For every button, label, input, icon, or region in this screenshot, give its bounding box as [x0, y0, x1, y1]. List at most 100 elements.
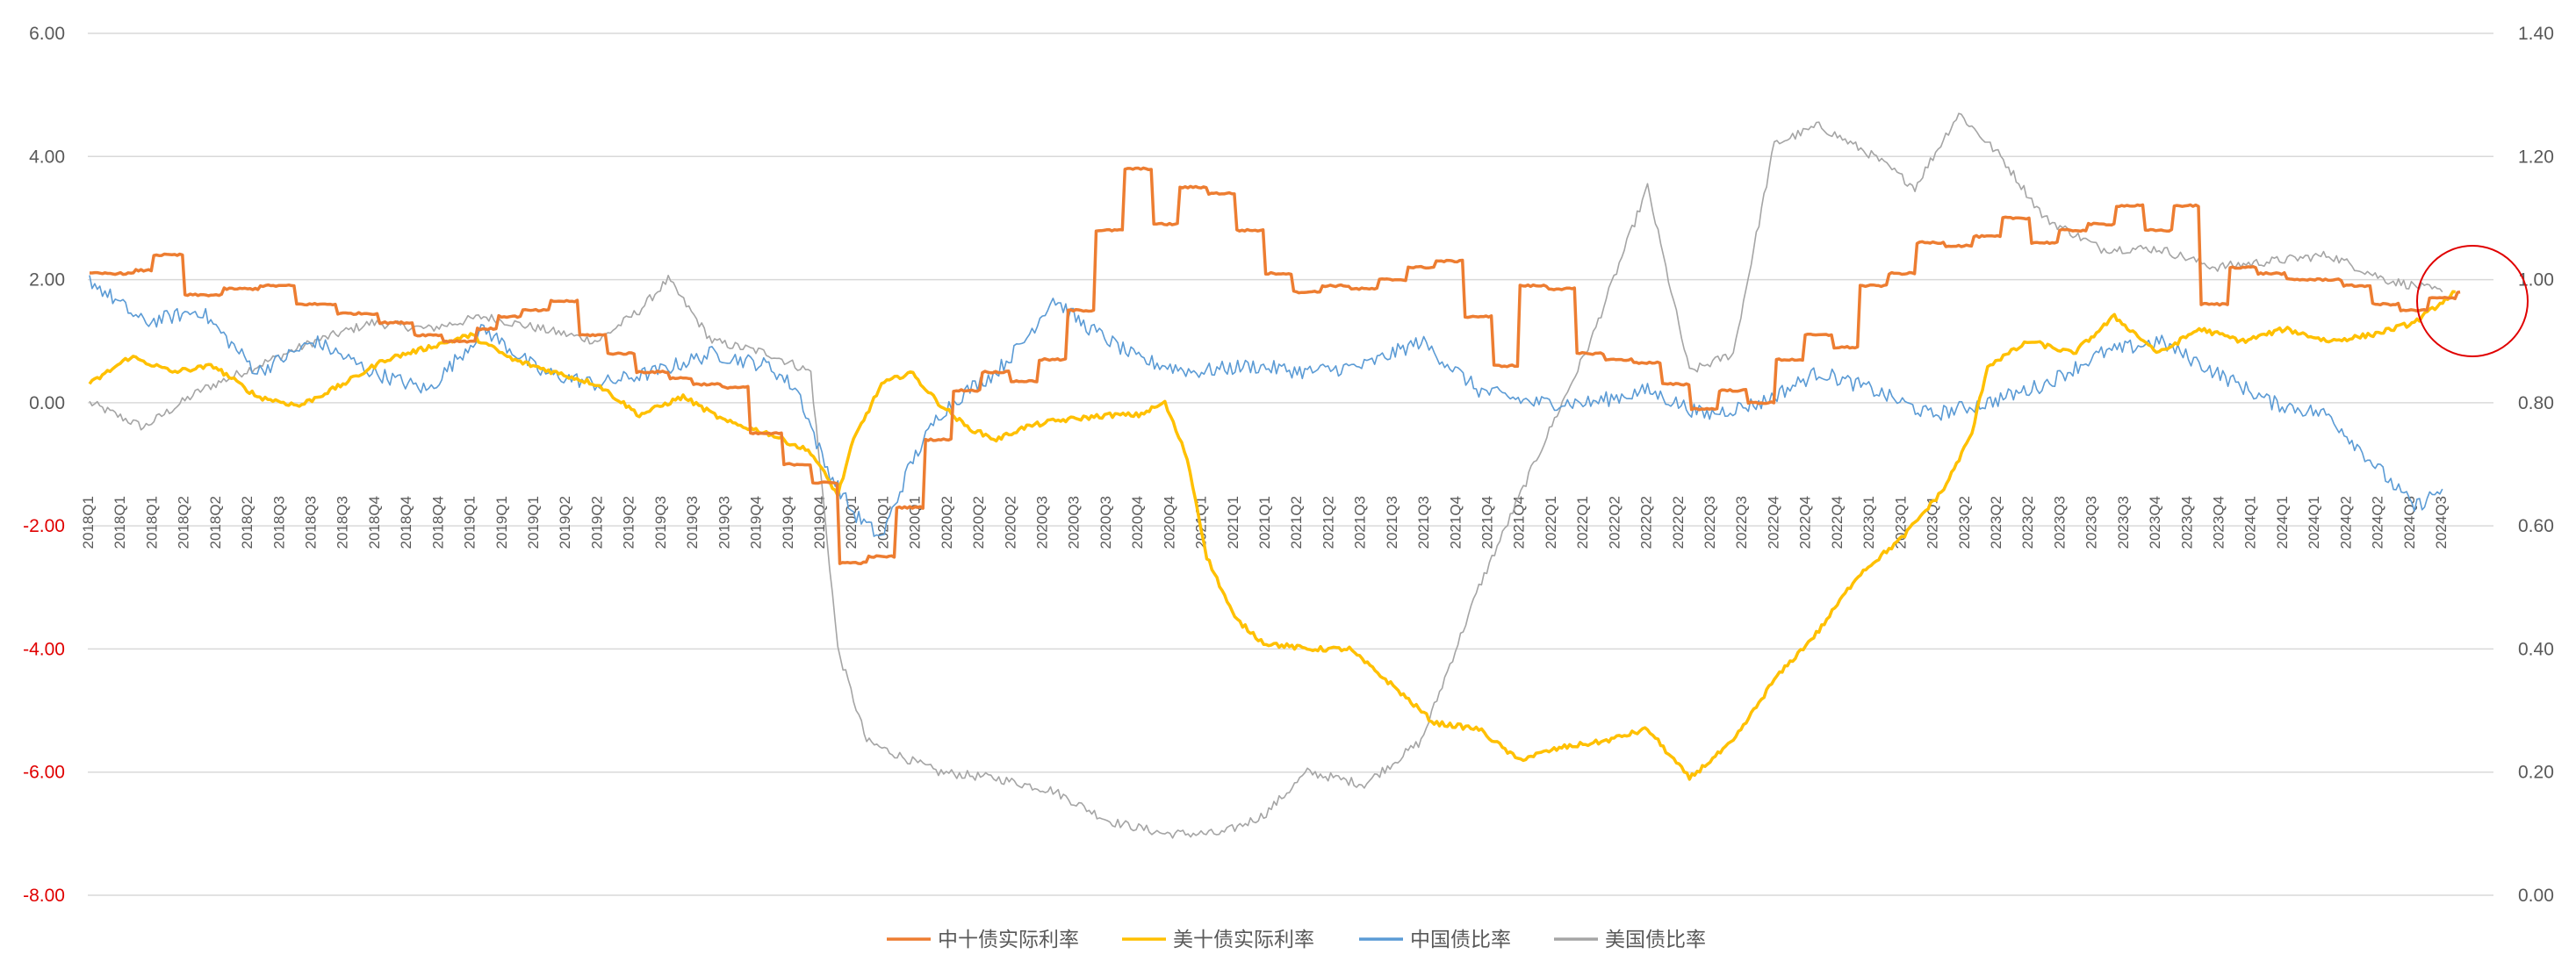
legend: 中十债实际利率 美十债实际利率 中国债比率 美国债比率	[887, 929, 1706, 951]
x-tick-label: 2018Q4	[398, 496, 414, 549]
x-tick-label: 2018Q2	[176, 496, 192, 549]
series-line-2	[89, 275, 2443, 537]
x-tick-label: 2022Q4	[1829, 496, 1846, 549]
x-tick-label: 2021Q4	[1479, 496, 1496, 549]
x-tick-label: 2022Q4	[1797, 496, 1814, 549]
x-tick-label: 2018Q2	[207, 496, 224, 549]
x-tick-label: 2020Q1	[843, 496, 860, 549]
x-tick-label: 2021Q1	[1225, 496, 1241, 549]
x-tick-label: 2024Q2	[2370, 496, 2386, 549]
x-tick-label: 2019Q2	[621, 496, 637, 549]
x-tick-label: 2019Q3	[652, 496, 669, 549]
x-tick-label: 2021Q2	[1288, 496, 1305, 549]
x-tick-label: 2023Q3	[2083, 496, 2100, 549]
y-left-tick-label: -4.00	[23, 639, 65, 659]
y-right-tick-label: 1.20	[2518, 147, 2554, 167]
x-tick-label: 2024Q3	[2401, 496, 2418, 549]
x-tick-label: 2024Q2	[2337, 496, 2354, 549]
x-tick-label: 2019Q1	[525, 496, 542, 549]
x-tick-label: 2023Q2	[1988, 496, 2004, 549]
x-tick-label: 2023Q1	[1925, 496, 1941, 549]
x-tick-label: 2023Q1	[1860, 496, 1877, 549]
gridlines	[88, 32, 2493, 896]
y-right-tick-label: 0.00	[2518, 886, 2554, 906]
x-tick-label: 2021Q4	[1511, 496, 1528, 549]
y-axis-right: 1.40 1.20 1.00 0.80 0.60 0.40 0.20 0.00	[2518, 24, 2554, 906]
x-tick-label: 2018Q3	[335, 496, 351, 549]
x-tick-label: 2020Q2	[970, 496, 987, 549]
y-right-tick-label: 0.80	[2518, 393, 2554, 413]
x-tick-label: 2022Q3	[1702, 496, 1718, 549]
x-tick-label: 2019Q3	[684, 496, 701, 549]
x-tick-label: 2023Q2	[1956, 496, 1973, 549]
x-tick-label: 2022Q3	[1733, 496, 1750, 549]
x-axis: 2018Q1 2018Q1 2018Q1 2018Q2 2018Q2 2018Q2 2018…	[80, 496, 2450, 549]
x-tick-label: 2018Q4	[366, 496, 383, 549]
x-tick-label: 2019Q4	[780, 496, 796, 549]
x-tick-label: 2020Q1	[874, 496, 891, 549]
x-tick-label: 2021Q3	[1415, 496, 1432, 549]
x-tick-label: 2020Q3	[1033, 496, 1050, 549]
x-tick-label: 2021Q2	[1320, 496, 1336, 549]
y-right-tick-label: 1.00	[2518, 270, 2554, 291]
y-right-tick-label: 1.40	[2518, 24, 2554, 44]
y-left-tick-label: 2.00	[29, 270, 65, 291]
x-tick-label: 2020Q4	[1129, 496, 1146, 549]
x-tick-label: 2022Q2	[1606, 496, 1623, 549]
y-left-tick-label: 6.00	[29, 24, 65, 44]
y-left-tick-label: -2.00	[23, 516, 65, 536]
x-tick-label: 2022Q1	[1574, 496, 1591, 549]
y-right-tick-label: 0.20	[2518, 763, 2554, 783]
x-tick-label: 2022Q1	[1543, 496, 1559, 549]
y-right-tick-label: 0.60	[2518, 516, 2554, 536]
x-tick-label: 2019Q1	[462, 496, 479, 549]
y-left-tick-label: -6.00	[23, 763, 65, 783]
x-tick-label: 2018Q2	[239, 496, 255, 549]
x-tick-label: 2023Q2	[2019, 496, 2036, 549]
x-tick-label: 2019Q1	[493, 496, 510, 549]
x-tick-label: 2023Q4	[2210, 496, 2227, 549]
x-tick-label: 2022Q4	[1765, 496, 1781, 549]
series-line-0	[90, 166, 2461, 565]
x-tick-label: 2019Q2	[588, 496, 605, 549]
x-tick-label: 2023Q4	[2178, 496, 2195, 549]
x-tick-label: 2024Q1	[2306, 496, 2322, 549]
y-left-tick-label: 0.00	[29, 393, 65, 413]
x-tick-label: 2024Q1	[2274, 496, 2291, 549]
x-tick-label: 2021Q1	[1256, 496, 1273, 549]
x-tick-label: 2024Q3	[2433, 496, 2450, 549]
x-tick-label: 2020Q1	[907, 496, 924, 549]
x-tick-label: 2020Q2	[1002, 496, 1018, 549]
x-tick-label: 2023Q3	[2115, 496, 2132, 549]
series-line-3	[89, 112, 2443, 839]
y-right-tick-label: 0.40	[2518, 639, 2554, 659]
x-tick-label: 2019Q3	[716, 496, 732, 549]
x-tick-label: 2020Q3	[1066, 496, 1083, 549]
x-tick-label: 2018Q4	[429, 496, 446, 549]
y-left-tick-label: 4.00	[29, 147, 65, 167]
x-tick-label: 2020Q3	[1097, 496, 1114, 549]
x-tick-label: 2018Q3	[303, 496, 320, 549]
x-tick-label: 2021Q3	[1384, 496, 1400, 549]
x-tick-label: 2021Q4	[1447, 496, 1464, 549]
legend-label: 美十债实际利率	[1173, 929, 1314, 951]
y-left-tick-label: -8.00	[23, 886, 65, 906]
x-tick-label: 2024Q1	[2242, 496, 2259, 549]
x-tick-label: 2018Q1	[112, 496, 128, 549]
x-tick-label: 2023Q4	[2147, 496, 2163, 549]
x-tick-label: 2020Q2	[939, 496, 955, 549]
x-tick-label: 2019Q4	[748, 496, 765, 549]
x-tick-label: 2018Q1	[143, 496, 160, 549]
series-lines	[88, 112, 2461, 839]
x-tick-label: 2018Q1	[80, 496, 97, 549]
x-tick-label: 2023Q1	[1892, 496, 1909, 549]
legend-label: 中十债实际利率	[938, 929, 1079, 951]
legend-label: 美国债比率	[1605, 929, 1706, 951]
x-tick-label: 2023Q3	[2051, 496, 2068, 549]
x-tick-label: 2020Q4	[1161, 496, 1177, 549]
x-tick-label: 2022Q2	[1670, 496, 1687, 549]
legend-label: 中国债比率	[1410, 929, 1511, 951]
highlight-circle	[2416, 245, 2529, 357]
